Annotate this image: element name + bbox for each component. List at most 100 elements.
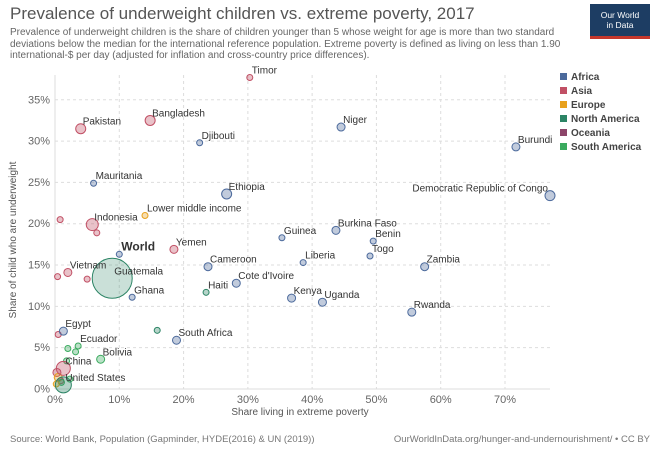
point-label: Uganda [324, 290, 359, 301]
x-tick-label: 20% [173, 394, 195, 406]
legend-swatch[interactable] [560, 129, 567, 136]
point-label: Democratic Republic of Congo [412, 184, 548, 195]
point-kenya[interactable] [287, 293, 297, 303]
legend-label[interactable]: South America [571, 142, 642, 153]
legend: Africa Asia Europe North America Oceania Sout… [560, 72, 642, 153]
point-ethiopia[interactable] [221, 188, 233, 200]
legend-swatch[interactable] [560, 115, 567, 122]
point-south-africa[interactable] [172, 335, 181, 345]
legend-label[interactable]: Oceania [571, 128, 610, 139]
point-label: South Africa [179, 328, 233, 339]
legend-swatch[interactable] [560, 101, 567, 108]
point-label: Lower middle income [147, 203, 242, 214]
point-lower-middle-income[interactable] [141, 211, 149, 219]
y-tick-label: 0% [34, 384, 50, 396]
point-guatemala[interactable] [91, 257, 133, 299]
point-label: Mauritania [96, 171, 143, 182]
legend-label[interactable]: Europe [571, 100, 606, 111]
point-label: Ethiopia [229, 182, 266, 193]
y-axis-label: Share of child who are underweight [8, 161, 19, 318]
owid-logo[interactable]: Our World in Data [590, 4, 650, 39]
point[interactable] [64, 345, 72, 353]
point-label: Haiti [208, 280, 228, 291]
point-egypt[interactable] [58, 326, 68, 336]
point-haiti[interactable] [202, 288, 210, 296]
point-label: Burundi [518, 135, 552, 146]
point[interactable] [153, 326, 161, 334]
point[interactable] [66, 375, 74, 383]
point[interactable] [56, 216, 64, 224]
point-indonesia[interactable] [85, 218, 99, 232]
point-label: Indonesia [94, 213, 138, 224]
x-tick-label: 10% [108, 394, 130, 406]
legend-label[interactable]: Asia [571, 86, 593, 97]
point-uganda[interactable] [317, 297, 327, 307]
point-mauritania[interactable] [90, 179, 98, 187]
point-label: Timor [252, 65, 278, 76]
point-label: China [65, 356, 92, 367]
source-url-link[interactable]: OurWorldInData.org/hunger-and-undernouri… [393, 434, 613, 445]
point-label: Djibouti [202, 131, 235, 142]
y-tick-label: 20% [28, 218, 50, 230]
point-label: Cameroon [210, 255, 257, 266]
point-burundi[interactable] [511, 142, 521, 152]
y-tick-label: 5% [34, 342, 50, 354]
y-tick-label: 30% [28, 136, 50, 148]
x-tick-label: 0% [47, 394, 63, 406]
point-label: Vietnam [70, 260, 107, 271]
point-liberia[interactable] [299, 259, 307, 267]
point-label: Cote d'Ivoire [238, 271, 294, 282]
x-tick-labels: 0% 10% 20% 30% 40% 50% 60% 70% [47, 394, 516, 406]
point[interactable] [93, 229, 101, 237]
point-label: Guatemala [114, 266, 163, 277]
point-vietnam[interactable] [63, 267, 73, 277]
point-label: Benin [375, 229, 401, 240]
point-united-states[interactable] [54, 376, 72, 394]
point-label: Liberia [305, 251, 335, 262]
point-labels: Timor Bangladesh Pakistan Niger Burundi Djibo… [65, 65, 552, 383]
y-tick-label: 10% [28, 301, 50, 313]
point-label: Guinea [284, 226, 317, 237]
point-label: Egypt [65, 319, 91, 330]
point-guinea[interactable] [278, 234, 286, 242]
point-china[interactable] [55, 360, 71, 376]
point-ghana[interactable] [128, 293, 136, 301]
point-label: Bolivia [103, 347, 133, 358]
y-tick-label: 25% [28, 177, 50, 189]
point-niger[interactable] [336, 122, 346, 132]
point-burkina-faso[interactable] [331, 225, 341, 235]
point[interactable] [54, 273, 62, 281]
legend-swatch[interactable] [560, 73, 567, 80]
point[interactable] [72, 348, 80, 356]
point-label: United States [65, 373, 125, 384]
point-timor[interactable] [246, 73, 254, 81]
legend-swatch[interactable] [560, 87, 567, 94]
legend-label[interactable]: North America [571, 114, 640, 125]
point-ecuador[interactable] [74, 342, 82, 350]
point-democratic-republic-of-congo[interactable] [544, 190, 556, 202]
point-label: Togo [372, 244, 394, 255]
point-pakistan[interactable] [75, 123, 87, 135]
point-label: Niger [343, 115, 368, 126]
point-label: Bangladesh [152, 108, 205, 119]
legend-swatch[interactable] [560, 143, 567, 150]
point-bangladesh[interactable] [144, 114, 156, 126]
point-zambia[interactable] [420, 262, 430, 272]
point-cameroon[interactable] [203, 262, 213, 272]
point-djibouti[interactable] [196, 139, 204, 147]
point-togo[interactable] [366, 252, 374, 260]
point-benin[interactable] [369, 237, 377, 245]
point-rwanda[interactable] [407, 307, 417, 317]
x-tick-label: 60% [430, 394, 452, 406]
x-tick-label: 70% [494, 394, 516, 406]
point-bolivia[interactable] [96, 354, 106, 364]
point-label: Zambia [427, 255, 461, 266]
chart-title: Prevalence of underweight children vs. e… [10, 4, 475, 23]
point-label: Pakistan [83, 117, 121, 128]
legend-label[interactable]: Africa [571, 72, 600, 83]
point-label: World [121, 239, 155, 253]
point[interactable] [83, 275, 91, 283]
point-world[interactable] [115, 250, 123, 258]
point-yemen[interactable] [169, 244, 179, 254]
point-cote-d-ivoire[interactable] [231, 278, 241, 288]
